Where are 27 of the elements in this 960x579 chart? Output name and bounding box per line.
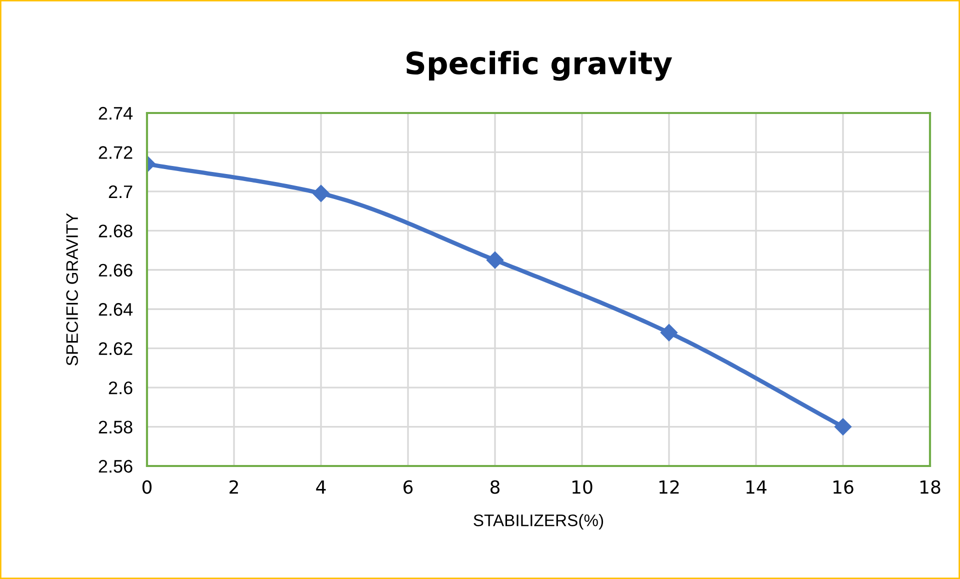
chart-title: Specific gravity	[406, 50, 672, 81]
y-tick-label: 2.64	[98, 303, 133, 316]
y-tick-label: 2.66	[98, 264, 132, 277]
point	[660, 324, 678, 342]
point	[486, 252, 504, 269]
y-tick-label: 2.7	[108, 185, 132, 198]
y-tick-label: 2.74	[98, 106, 133, 120]
x-tick-label: 16	[833, 480, 854, 494]
y-tick-label: 2.62	[98, 342, 132, 356]
x-tick-label: 18	[920, 480, 940, 494]
x-tick-label: 12	[659, 480, 679, 494]
x-tick-label: 2	[230, 480, 238, 494]
y-tick-label: 2.6	[108, 381, 132, 394]
y-axis-title: SPECIFIC GRAVITY	[66, 213, 78, 366]
point	[834, 418, 852, 436]
x-tick-label: 0	[142, 480, 152, 494]
x-tick-label: 8	[490, 480, 500, 494]
y-tick-label: 2.72	[98, 146, 132, 159]
x-axis-title: STABILIZERS(%)	[474, 514, 604, 530]
y-tick-label: 2.56	[98, 460, 132, 473]
y-tick-label: 2.58	[98, 420, 132, 434]
x-tick-label: 6	[404, 480, 413, 494]
x-tick-label: 4	[316, 480, 326, 494]
x-tick-label: 14	[746, 480, 766, 494]
y-tick-label: 2.68	[98, 224, 132, 238]
x-tick-label: 10	[572, 480, 592, 494]
point	[312, 184, 330, 202]
